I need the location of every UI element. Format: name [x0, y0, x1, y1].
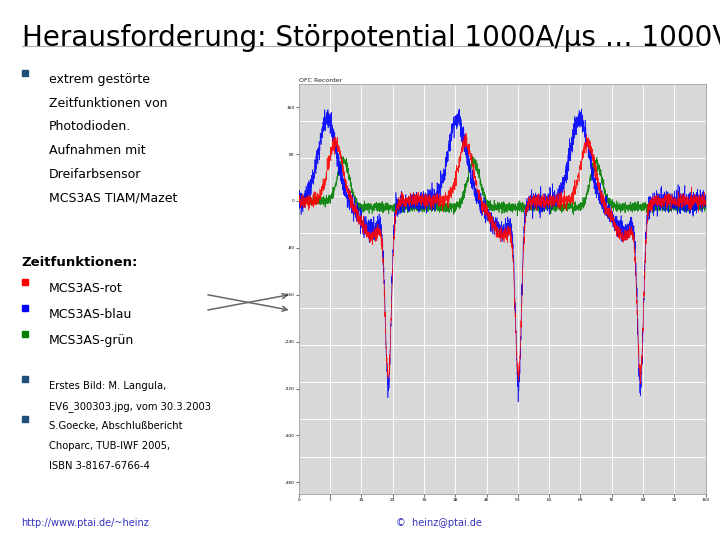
Text: Zeitfunktionen:: Zeitfunktionen:: [22, 256, 138, 269]
Text: Herausforderung: Störpotential 1000A/µs … 1000V/µs: Herausforderung: Störpotential 1000A/µs …: [22, 24, 720, 52]
Text: Choparc, TUB-IWF 2005,: Choparc, TUB-IWF 2005,: [49, 441, 170, 451]
Text: ISBN 3-8167-6766-4: ISBN 3-8167-6766-4: [49, 461, 150, 471]
Text: EV6_300303.jpg, vom 30.3.2003: EV6_300303.jpg, vom 30.3.2003: [49, 401, 211, 411]
Text: OFC Recorder: OFC Recorder: [299, 78, 342, 83]
Text: Dreifarbsensor: Dreifarbsensor: [49, 168, 141, 181]
Text: MCS3AS-grün: MCS3AS-grün: [49, 334, 134, 347]
Text: Zeitfunktionen von: Zeitfunktionen von: [49, 97, 168, 110]
Text: Aufnahmen mit: Aufnahmen mit: [49, 144, 145, 157]
Text: MCS3AS-blau: MCS3AS-blau: [49, 308, 132, 321]
Text: S.Goecke, Abschlußbericht: S.Goecke, Abschlußbericht: [49, 421, 182, 431]
Text: ©  heinz@ptai.de: © heinz@ptai.de: [396, 518, 482, 528]
Text: Erstes Bild: M. Langula,: Erstes Bild: M. Langula,: [49, 381, 166, 391]
Text: extrem gestörte: extrem gestörte: [49, 73, 150, 86]
Text: MCS3AS-rot: MCS3AS-rot: [49, 282, 122, 295]
Text: Photodioden.: Photodioden.: [49, 120, 131, 133]
Text: http://www.ptai.de/~heinz: http://www.ptai.de/~heinz: [22, 518, 149, 528]
Text: MCS3AS TIAM/Mazet: MCS3AS TIAM/Mazet: [49, 192, 177, 205]
